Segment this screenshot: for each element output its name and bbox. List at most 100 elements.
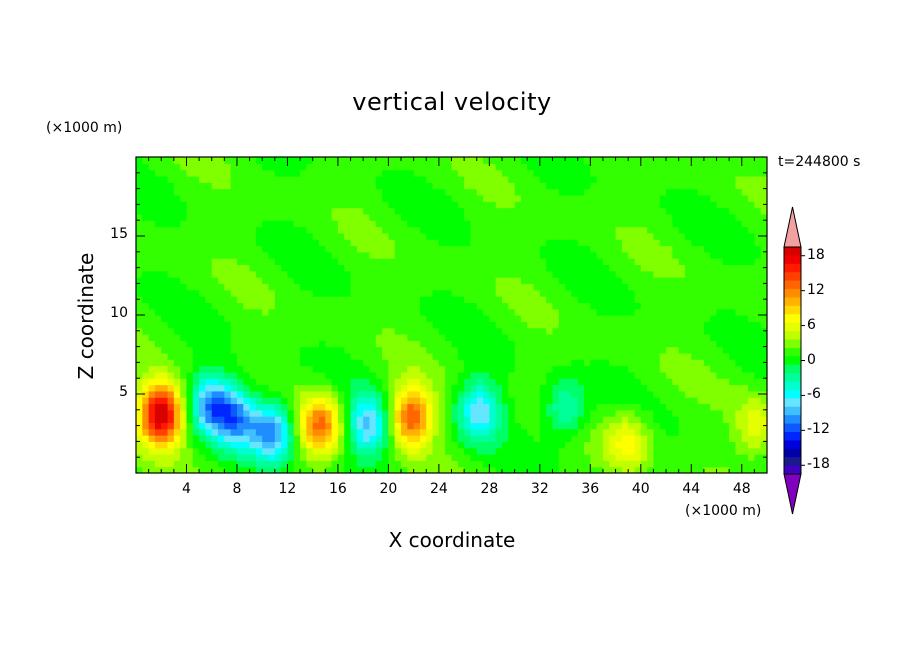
contour-cell <box>457 264 465 272</box>
contour-cell <box>312 207 320 215</box>
contour-cell <box>495 157 503 164</box>
contour-cell <box>596 207 604 215</box>
contour-cell <box>173 283 181 291</box>
contour-cell <box>401 384 408 392</box>
contour-cell <box>173 378 181 386</box>
contour-cell <box>590 428 598 436</box>
contour-cell <box>445 346 453 354</box>
contour-cell <box>375 226 383 234</box>
contour-cell <box>356 213 364 221</box>
contour-cell <box>666 169 673 177</box>
contour-cell <box>546 409 554 417</box>
contour-cell <box>476 270 484 278</box>
contour-cell <box>741 365 749 373</box>
contour-cell <box>369 397 377 405</box>
contour-cell <box>243 194 251 202</box>
contour-cell <box>729 277 737 284</box>
contour-cell <box>205 201 213 209</box>
contour-cell <box>697 194 705 202</box>
contour-cell <box>584 270 591 278</box>
contour-cell <box>684 194 692 202</box>
contour-cell <box>230 232 238 240</box>
contour-cell <box>666 460 673 468</box>
contour-cell <box>596 245 604 253</box>
contour-cell <box>464 226 472 234</box>
contour-cell <box>211 175 219 183</box>
contour-cell <box>590 422 598 430</box>
contour-cell <box>445 258 453 266</box>
contour-cell <box>432 289 440 297</box>
contour-cell <box>653 403 661 411</box>
contour-cell <box>350 454 358 461</box>
contour-cell <box>224 441 232 449</box>
contour-cell <box>697 359 705 367</box>
contour-cell <box>565 371 572 379</box>
contour-cell <box>451 182 459 190</box>
contour-cell <box>426 258 434 266</box>
contour-cell <box>571 213 579 221</box>
contour-cell <box>331 169 339 177</box>
contour-cell <box>729 188 737 196</box>
contour-cell <box>438 251 446 259</box>
contour-cell <box>602 378 610 386</box>
contour-cell <box>432 333 440 341</box>
contour-cell <box>293 163 301 171</box>
contour-cell <box>527 232 535 240</box>
contour-cell <box>205 352 213 360</box>
contour-cell <box>703 289 711 297</box>
contour-cell <box>590 169 598 177</box>
contour-cell <box>735 283 743 291</box>
contour-cell <box>659 270 667 278</box>
contour-cell <box>615 258 623 266</box>
contour-cell <box>552 232 560 240</box>
contour-cell <box>173 207 181 215</box>
contour-cell <box>369 340 377 348</box>
contour-cell <box>300 403 307 411</box>
contour-cell <box>287 175 295 183</box>
contour-cell <box>344 239 352 247</box>
contour-cell <box>167 213 175 221</box>
contour-cell <box>716 270 724 278</box>
contour-cell <box>659 258 667 266</box>
contour-cell <box>508 258 516 266</box>
contour-cell <box>501 188 509 196</box>
contour-cell <box>577 441 585 449</box>
contour-cell <box>684 302 692 310</box>
contour-cell <box>577 226 585 234</box>
contour-cell <box>287 277 295 284</box>
contour-cell <box>495 283 503 291</box>
contour-cell <box>312 188 320 196</box>
contour-cell <box>401 251 408 259</box>
contour-cell <box>363 308 371 316</box>
contour-cell <box>375 296 383 303</box>
contour-cell <box>344 447 352 455</box>
contour-cell <box>281 302 289 310</box>
contour-cell <box>678 359 686 367</box>
contour-cell <box>167 460 175 468</box>
contour-cell <box>382 175 389 183</box>
contour-cell <box>565 245 572 253</box>
contour-cell <box>262 359 270 367</box>
contour-cell <box>136 283 143 291</box>
contour-cell <box>186 245 194 253</box>
contour-cell <box>369 308 377 316</box>
contour-cell <box>716 264 724 272</box>
contour-cell <box>628 315 636 322</box>
contour-cell <box>161 460 169 468</box>
contour-cell <box>243 182 251 190</box>
contour-cell <box>432 454 440 461</box>
contour-cell <box>356 333 364 341</box>
contour-cell <box>142 340 150 348</box>
contour-cell <box>584 163 591 171</box>
contour-cell <box>331 371 339 379</box>
contour-cell <box>634 296 642 303</box>
contour-cell <box>388 422 396 430</box>
contour-cell <box>615 169 623 177</box>
contour-cell <box>691 264 699 272</box>
contour-cell <box>445 428 453 436</box>
contour-cell <box>142 460 150 468</box>
contour-cell <box>407 264 415 272</box>
contour-cell <box>161 315 169 322</box>
contour-cell <box>236 157 244 164</box>
contour-cell <box>167 175 175 183</box>
